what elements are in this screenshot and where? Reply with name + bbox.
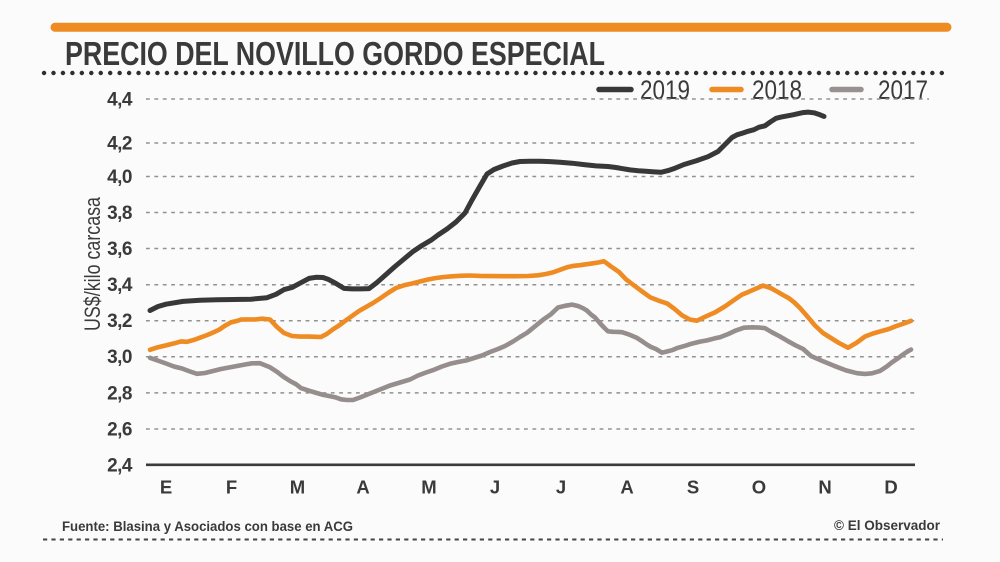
svg-text:3,2: 3,2 [107, 311, 132, 332]
svg-text:M: M [290, 477, 305, 498]
svg-text:2017: 2017 [878, 75, 928, 105]
svg-text:2018: 2018 [752, 75, 802, 105]
svg-text:4,4: 4,4 [107, 90, 133, 111]
svg-text:3,0: 3,0 [107, 347, 132, 368]
svg-text:F: F [226, 477, 237, 498]
svg-text:3,6: 3,6 [107, 239, 132, 260]
svg-text:J: J [556, 477, 566, 498]
svg-text:US$/kilo carcasa: US$/kilo carcasa [80, 196, 105, 331]
svg-text:4,0: 4,0 [107, 167, 132, 188]
svg-text:E: E [160, 477, 172, 498]
svg-text:A: A [620, 477, 633, 498]
svg-text:2,6: 2,6 [107, 420, 132, 441]
svg-text:D: D [884, 477, 897, 498]
svg-text:2,4: 2,4 [107, 456, 133, 477]
svg-text:4,2: 4,2 [107, 134, 132, 155]
svg-text:M: M [421, 477, 436, 498]
svg-text:Fuente: Blasina y Asociados co: Fuente: Blasina y Asociados con base en … [62, 518, 353, 534]
svg-text:A: A [356, 477, 369, 498]
svg-text:2019: 2019 [640, 75, 690, 105]
svg-text:N: N [818, 477, 831, 498]
svg-text:J: J [490, 477, 500, 498]
svg-text:PRECIO DEL NOVILLO GORDO ESPEC: PRECIO DEL NOVILLO GORDO ESPECIAL [65, 35, 605, 72]
svg-text:2,8: 2,8 [107, 383, 132, 404]
svg-text:3,8: 3,8 [107, 203, 132, 224]
svg-text:3,4: 3,4 [107, 275, 133, 296]
svg-text:S: S [687, 477, 699, 498]
svg-text:O: O [752, 477, 766, 498]
svg-text:© El Observador: © El Observador [834, 518, 941, 533]
